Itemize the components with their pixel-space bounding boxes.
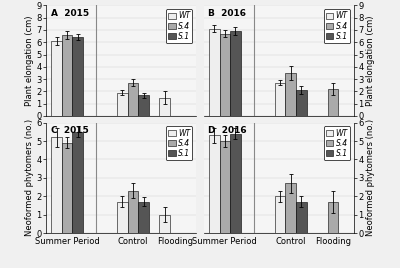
Bar xyxy=(220,141,230,233)
Bar xyxy=(230,31,241,116)
Bar xyxy=(51,41,62,116)
Bar xyxy=(275,196,286,233)
Bar xyxy=(72,37,83,116)
Bar xyxy=(220,34,230,116)
Bar xyxy=(138,95,149,116)
Bar xyxy=(117,93,128,116)
Bar xyxy=(51,137,62,233)
Bar xyxy=(286,73,296,116)
Y-axis label: Plant elongation (cm): Plant elongation (cm) xyxy=(366,15,375,106)
Bar xyxy=(209,29,220,116)
Text: C  2015: C 2015 xyxy=(50,126,88,135)
Y-axis label: Neoformed phytomers (no.): Neoformed phytomers (no.) xyxy=(366,119,375,236)
Bar xyxy=(128,83,138,116)
Legend: WT, S.4, S.1: WT, S.4, S.1 xyxy=(166,9,192,43)
Text: B  2016: B 2016 xyxy=(208,9,246,18)
Bar xyxy=(230,134,241,233)
Bar xyxy=(72,132,83,233)
Bar xyxy=(62,143,72,233)
Bar xyxy=(296,202,306,233)
Legend: WT, S.4, S.1: WT, S.4, S.1 xyxy=(324,126,350,160)
Bar xyxy=(138,202,149,233)
Bar xyxy=(62,35,72,116)
Text: D  2016: D 2016 xyxy=(208,126,247,135)
Legend: WT, S.4, S.1: WT, S.4, S.1 xyxy=(324,9,350,43)
Bar xyxy=(296,90,306,116)
Bar xyxy=(328,202,338,233)
Bar xyxy=(128,191,138,233)
Bar xyxy=(159,98,170,116)
Y-axis label: Plant elongation (cm): Plant elongation (cm) xyxy=(25,15,34,106)
Bar xyxy=(275,83,286,116)
Bar xyxy=(209,136,220,233)
Text: A  2015: A 2015 xyxy=(50,9,89,18)
Legend: WT, S.4, S.1: WT, S.4, S.1 xyxy=(166,126,192,160)
Y-axis label: Neoformed phytomers (no.): Neoformed phytomers (no.) xyxy=(25,119,34,236)
Bar xyxy=(286,183,296,233)
Bar xyxy=(328,89,338,116)
Bar xyxy=(117,202,128,233)
Bar xyxy=(159,215,170,233)
